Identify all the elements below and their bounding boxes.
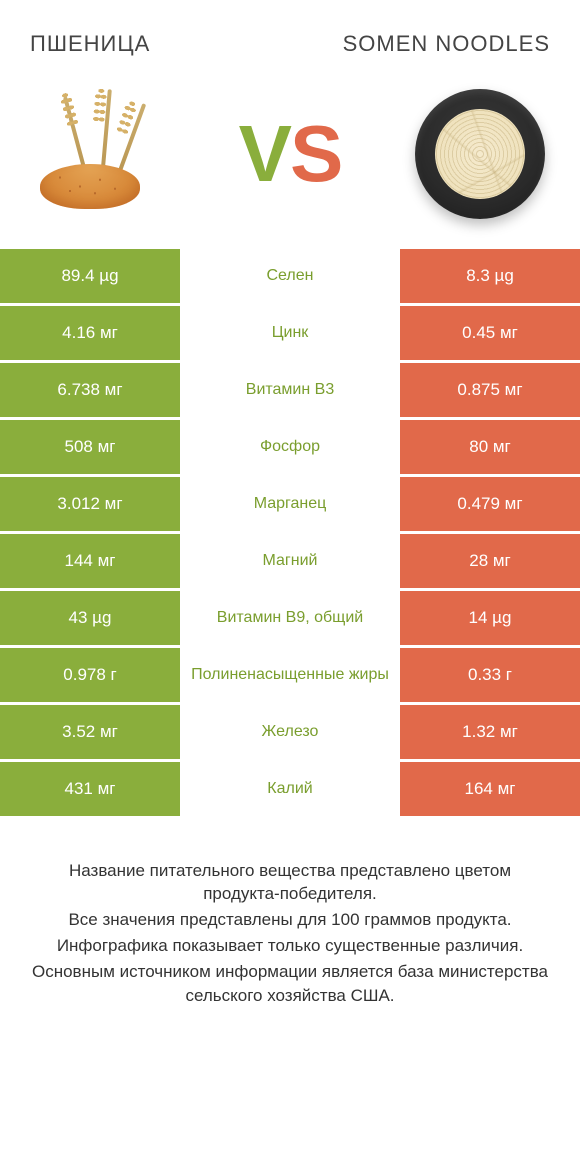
table-row: 3.012 мг Марганец 0.479 мг [0, 477, 580, 534]
right-value: 1.32 мг [400, 705, 580, 759]
right-value: 0.45 мг [400, 306, 580, 360]
right-value: 28 мг [400, 534, 580, 588]
nutrient-label: Цинк [180, 306, 400, 360]
left-value: 144 мг [0, 534, 180, 588]
nutrient-label: Фосфор [180, 420, 400, 474]
vs-s: S [290, 109, 341, 198]
right-value: 0.875 мг [400, 363, 580, 417]
left-value: 89.4 µg [0, 249, 180, 303]
table-row: 144 мг Магний 28 мг [0, 534, 580, 591]
footer-line: Название питательного вещества представл… [30, 859, 550, 907]
right-food-title: SOMEN NOODLES [343, 30, 550, 59]
left-value: 4.16 мг [0, 306, 180, 360]
wheat-image [30, 89, 170, 219]
left-value: 3.012 мг [0, 477, 180, 531]
nutrient-label: Калий [180, 762, 400, 816]
nutrient-label: Магний [180, 534, 400, 588]
table-row: 3.52 мг Железо 1.32 мг [0, 705, 580, 762]
table-row: 89.4 µg Селен 8.3 µg [0, 249, 580, 306]
left-value: 6.738 мг [0, 363, 180, 417]
table-row: 431 мг Калий 164 мг [0, 762, 580, 819]
right-value: 8.3 µg [400, 249, 580, 303]
left-value: 431 мг [0, 762, 180, 816]
left-value: 508 мг [0, 420, 180, 474]
hero: VS [0, 79, 580, 249]
header: ПШЕНИЦА SOMEN NOODLES [0, 0, 580, 79]
right-value: 0.479 мг [400, 477, 580, 531]
vs-v: V [239, 109, 290, 198]
left-food-title: ПШЕНИЦА [30, 31, 150, 57]
right-value: 0.33 г [400, 648, 580, 702]
table-row: 43 µg Витамин B9, общий 14 µg [0, 591, 580, 648]
nutrient-label: Витамин B9, общий [180, 591, 400, 645]
footer-line: Инфографика показывает только существенн… [30, 934, 550, 958]
right-value: 164 мг [400, 762, 580, 816]
table-row: 0.978 г Полиненасыщенные жиры 0.33 г [0, 648, 580, 705]
comparison-table: 89.4 µg Селен 8.3 µg 4.16 мг Цинк 0.45 м… [0, 249, 580, 819]
nutrient-label: Железо [180, 705, 400, 759]
left-value: 0.978 г [0, 648, 180, 702]
right-value: 80 мг [400, 420, 580, 474]
nutrient-label: Полиненасыщенные жиры [180, 648, 400, 702]
footer-line: Все значения представлены для 100 граммо… [30, 908, 550, 932]
table-row: 508 мг Фосфор 80 мг [0, 420, 580, 477]
nutrient-label: Витамин B3 [180, 363, 400, 417]
table-row: 4.16 мг Цинк 0.45 мг [0, 306, 580, 363]
right-value: 14 µg [400, 591, 580, 645]
table-row: 6.738 мг Витамин B3 0.875 мг [0, 363, 580, 420]
nutrient-label: Марганец [180, 477, 400, 531]
footer-line: Основным источником информации является … [30, 960, 550, 1008]
left-value: 3.52 мг [0, 705, 180, 759]
left-value: 43 µg [0, 591, 180, 645]
noodles-image [410, 89, 550, 219]
nutrient-label: Селен [180, 249, 400, 303]
footer-notes: Название питательного вещества представл… [0, 819, 580, 1008]
vs-label: VS [239, 108, 342, 200]
